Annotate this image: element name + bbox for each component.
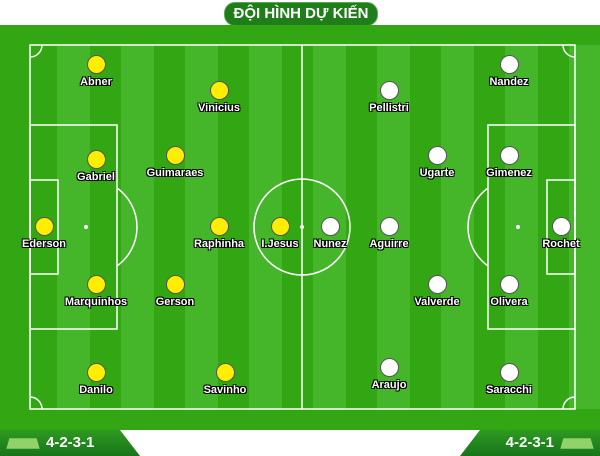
player-marker (551, 217, 571, 236)
away-formation: 4-2-3-1 (505, 434, 554, 451)
player-name: Aguirre (369, 238, 409, 250)
player-marker (379, 81, 399, 100)
away-player[interactable]: Ugarte (397, 146, 477, 179)
player-marker (427, 275, 447, 294)
home-player[interactable]: Gabriel (56, 150, 136, 183)
away-player[interactable]: Pellistri (349, 81, 429, 114)
player-name: Gerson (155, 296, 195, 308)
player-name: Danilo (79, 384, 113, 396)
player-marker (34, 217, 54, 236)
player-name: Savinho (203, 384, 247, 396)
away-player[interactable]: Rochet (521, 217, 600, 250)
pitch: Ederson Abner Gabriel Marquinhos Danilo Guima… (0, 25, 600, 430)
away-player[interactable]: Gimenez (469, 146, 549, 179)
player-marker (86, 275, 106, 294)
player-name: I.Jesus (261, 238, 299, 250)
pitch-stripe (505, 45, 538, 409)
home-player[interactable]: Raphinha (179, 217, 259, 250)
player-name: Raphinha (193, 238, 245, 250)
pitch-icon (560, 438, 594, 449)
lineup-title: ĐỘI HÌNH DỰ KIẾN (224, 2, 378, 26)
away-player[interactable]: Nunez (290, 217, 370, 250)
away-player[interactable]: Araujo (349, 358, 429, 391)
player-marker (320, 217, 340, 236)
player-marker (379, 358, 399, 377)
home-player[interactable]: I.Jesus (240, 217, 320, 250)
away-player[interactable]: Saracchi (469, 363, 549, 396)
player-name: Valverde (414, 296, 460, 308)
player-name: Rochet (542, 238, 580, 250)
player-name: Vinicius (198, 102, 240, 114)
pitch-lines (29, 44, 576, 410)
home-player[interactable]: Danilo (56, 363, 136, 396)
player-marker (427, 146, 447, 165)
player-name: Araujo (371, 379, 407, 391)
player-marker (86, 363, 106, 382)
player-name: Gabriel (77, 171, 115, 183)
away-player[interactable]: Olivera (469, 275, 549, 308)
player-name: Abner (80, 76, 112, 88)
player-name: Gimenez (486, 167, 532, 179)
player-marker (215, 363, 235, 382)
player-marker (270, 217, 290, 236)
player-name: Ugarte (419, 167, 455, 179)
pitch-stripe (569, 45, 600, 409)
away-player[interactable]: Valverde (397, 275, 477, 308)
player-marker (209, 217, 229, 236)
home-formation-bar: 4-2-3-1 (0, 430, 140, 456)
home-player[interactable]: Savinho (185, 363, 265, 396)
away-player[interactable]: Aguirre (349, 217, 429, 250)
player-name: Olivera (490, 296, 528, 308)
player-name: Marquinhos (64, 296, 128, 308)
player-name: Nunez (313, 238, 347, 250)
player-name: Guimaraes (146, 167, 204, 179)
player-marker (209, 81, 229, 100)
player-name: Pellistri (369, 102, 409, 114)
player-marker (379, 217, 399, 236)
player-marker (499, 275, 519, 294)
home-player[interactable]: Guimaraes (135, 146, 215, 179)
home-player[interactable]: Vinicius (179, 81, 259, 114)
player-marker (165, 146, 185, 165)
player-name: Saracchi (486, 384, 532, 396)
pitch-icon (6, 438, 40, 449)
home-player[interactable]: Abner (56, 55, 136, 88)
home-formation: 4-2-3-1 (46, 434, 95, 451)
player-marker (499, 55, 519, 74)
home-player[interactable]: Gerson (135, 275, 215, 308)
player-marker (86, 55, 106, 74)
player-name: Ederson (21, 238, 66, 250)
player-marker (499, 146, 519, 165)
player-marker (165, 275, 185, 294)
home-player[interactable]: Ederson (4, 217, 84, 250)
player-name: Nandez (489, 76, 529, 88)
home-player[interactable]: Marquinhos (56, 275, 136, 308)
player-marker (86, 150, 106, 169)
away-formation-bar: 4-2-3-1 (460, 430, 600, 456)
away-player[interactable]: Nandez (469, 55, 549, 88)
player-marker (499, 363, 519, 382)
